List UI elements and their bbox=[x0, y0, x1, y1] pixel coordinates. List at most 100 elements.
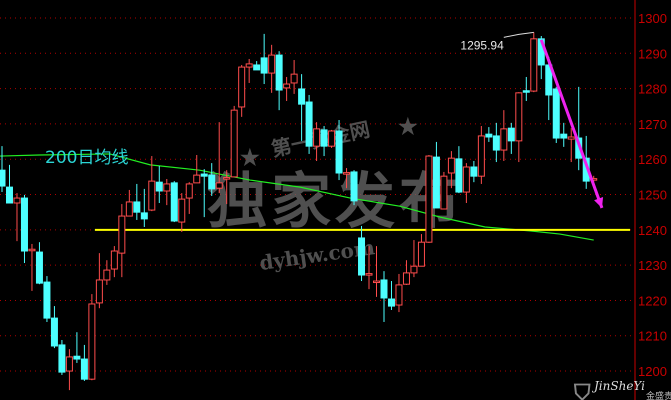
candle bbox=[440, 171, 448, 210]
candle-body bbox=[373, 280, 380, 284]
candle bbox=[133, 183, 141, 220]
candle-body bbox=[260, 57, 268, 74]
candle bbox=[103, 260, 111, 285]
candle-body bbox=[395, 284, 403, 306]
candle bbox=[462, 163, 470, 204]
candle-body bbox=[560, 133, 568, 139]
candle bbox=[95, 253, 103, 309]
y-tick-label: 1240 bbox=[638, 223, 667, 238]
logo-text: JinSheYi bbox=[591, 379, 645, 393]
y-tick-label: 1220 bbox=[638, 293, 667, 308]
candle bbox=[402, 260, 410, 285]
candle bbox=[455, 146, 463, 194]
candle bbox=[148, 156, 156, 212]
candle bbox=[275, 51, 283, 111]
candle-body bbox=[223, 177, 231, 180]
candle-body bbox=[163, 183, 171, 192]
candle bbox=[432, 141, 440, 209]
candle-body bbox=[417, 241, 425, 267]
y-tick-label: 1290 bbox=[638, 46, 667, 61]
candle-body bbox=[253, 64, 261, 71]
candle bbox=[313, 122, 321, 161]
candle-body bbox=[358, 237, 366, 276]
candle bbox=[410, 240, 418, 278]
star-icon: ★ bbox=[398, 114, 418, 140]
candle bbox=[492, 122, 500, 163]
high-annotation-label: 1295.94 bbox=[460, 38, 504, 52]
candle bbox=[425, 154, 433, 243]
candle-body bbox=[230, 109, 238, 178]
candle-body bbox=[245, 63, 253, 68]
candle bbox=[35, 242, 43, 285]
candle bbox=[43, 276, 51, 322]
candle bbox=[507, 122, 515, 154]
candle bbox=[365, 246, 373, 290]
candle-body bbox=[447, 157, 455, 174]
candle bbox=[208, 163, 216, 196]
candle bbox=[470, 160, 478, 183]
candle-body bbox=[170, 182, 178, 222]
candle-body bbox=[80, 358, 88, 380]
candle bbox=[343, 168, 351, 189]
candle-body bbox=[305, 101, 313, 147]
candle-body bbox=[320, 129, 328, 147]
y-tick-label: 1270 bbox=[638, 117, 667, 132]
candle bbox=[65, 349, 73, 391]
candle-body bbox=[103, 269, 111, 281]
logo-emblem-icon: ⛉ bbox=[573, 381, 591, 400]
candle-body bbox=[20, 197, 28, 252]
candle-body bbox=[155, 181, 163, 192]
candle-body bbox=[387, 298, 395, 307]
candle-body bbox=[380, 279, 388, 299]
candle-body bbox=[328, 130, 336, 147]
candle-body bbox=[148, 180, 156, 211]
star-icon: ★ bbox=[240, 145, 260, 171]
candle-body bbox=[365, 273, 373, 276]
candle-body bbox=[133, 201, 141, 213]
candle-body bbox=[43, 281, 51, 319]
arrow-shaft bbox=[539, 39, 604, 209]
y-tick-label: 1200 bbox=[638, 364, 667, 379]
candle bbox=[387, 281, 395, 310]
candle bbox=[20, 194, 28, 264]
candle-body bbox=[5, 186, 13, 204]
candle-body bbox=[215, 182, 223, 189]
candle-body bbox=[28, 248, 36, 252]
candle bbox=[530, 32, 538, 93]
candle-body bbox=[283, 83, 291, 89]
candle-body bbox=[0, 169, 6, 187]
candle bbox=[125, 189, 133, 217]
candle bbox=[268, 44, 276, 93]
candle-body bbox=[50, 317, 58, 347]
candle-body bbox=[477, 135, 485, 177]
candle bbox=[358, 225, 366, 282]
candle-body bbox=[470, 166, 478, 177]
candle bbox=[110, 246, 118, 278]
candle-body bbox=[178, 198, 186, 223]
candle bbox=[417, 234, 425, 267]
candle-body bbox=[193, 174, 201, 184]
candle-body bbox=[118, 215, 126, 254]
candle bbox=[163, 178, 171, 206]
candle bbox=[58, 339, 66, 375]
trend-arrow bbox=[539, 39, 604, 209]
y-tick-label: 1280 bbox=[638, 82, 667, 97]
candle-body bbox=[335, 130, 343, 174]
ma200-label: 200日均线 bbox=[45, 148, 128, 168]
candle-body bbox=[440, 175, 448, 210]
candle-body bbox=[298, 88, 306, 105]
candle-body bbox=[95, 279, 103, 304]
logo-subtext: 金盛贵 bbox=[646, 390, 671, 400]
candle-body bbox=[402, 272, 410, 285]
candle-body bbox=[185, 183, 193, 199]
candle bbox=[245, 58, 253, 83]
candle-body bbox=[268, 54, 276, 74]
candle-body bbox=[58, 344, 66, 373]
candle bbox=[515, 92, 523, 163]
candle-body bbox=[275, 54, 283, 91]
candle bbox=[328, 129, 336, 148]
candle bbox=[88, 294, 96, 381]
candle-body bbox=[35, 251, 43, 284]
